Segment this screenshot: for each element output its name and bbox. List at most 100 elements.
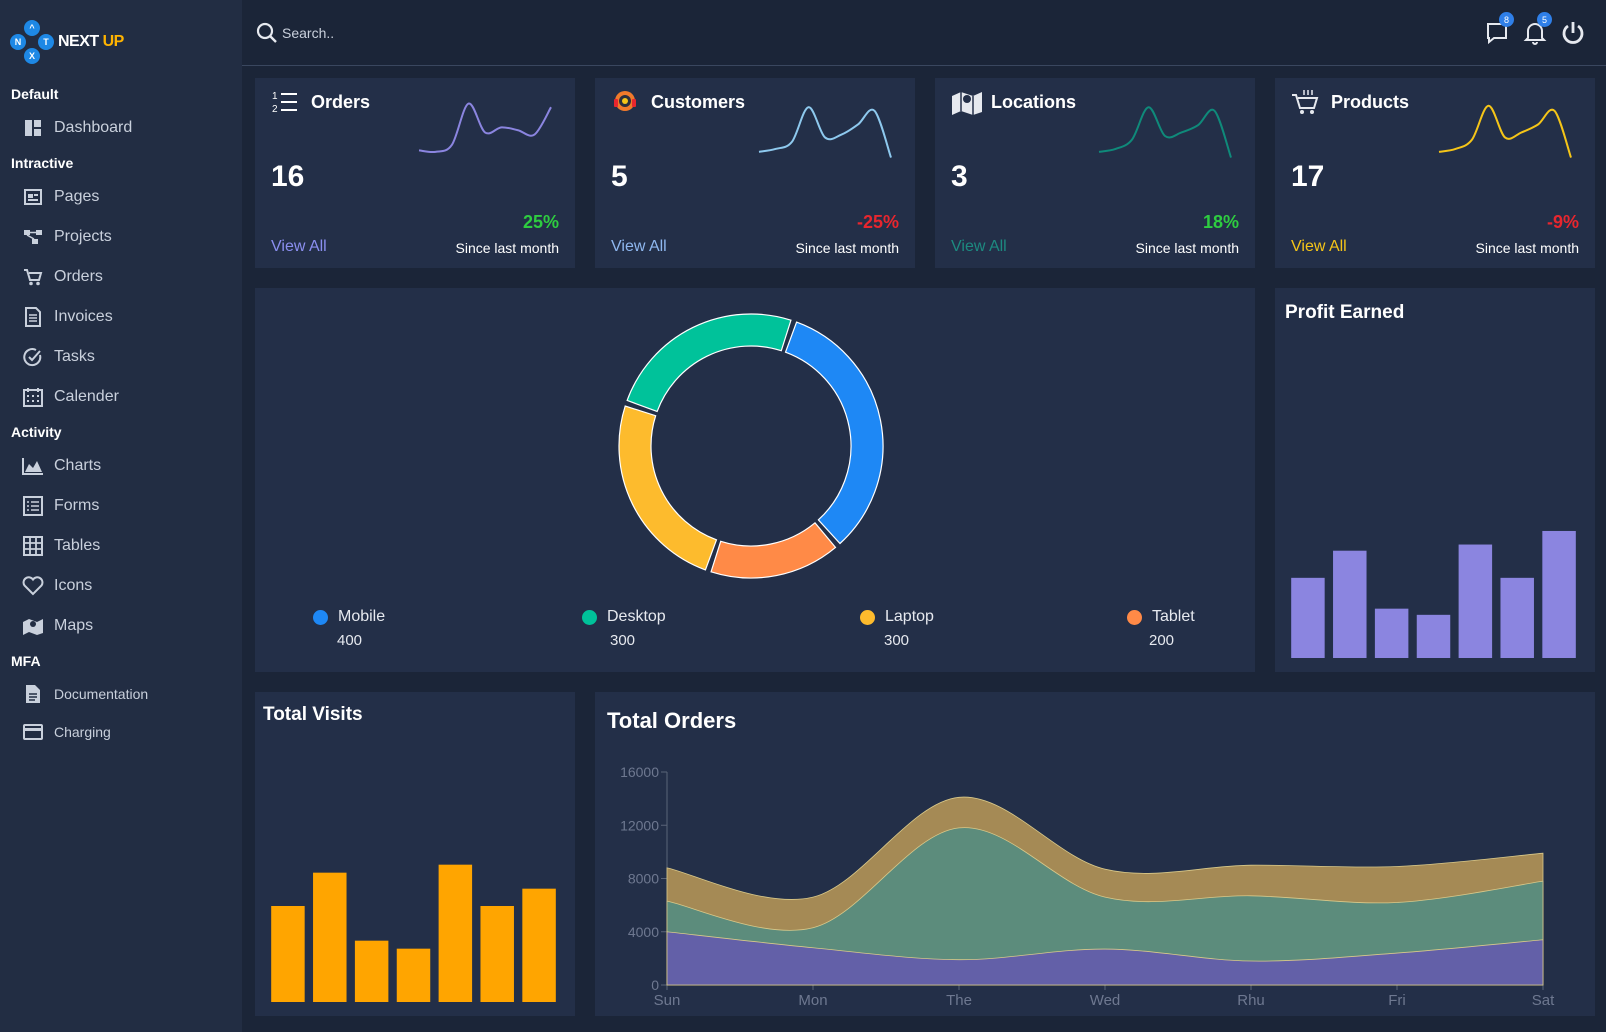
x-tick-label: Sat xyxy=(1532,992,1555,1009)
profit-earned-card: Profit Earned xyxy=(1275,288,1595,672)
legend-dot xyxy=(860,609,875,625)
support-agent-icon xyxy=(611,88,639,116)
sidebar-section-activity: Activity xyxy=(11,424,62,440)
sidebar-item-forms[interactable]: Forms xyxy=(22,493,99,519)
notifications-button[interactable]: 5 xyxy=(1520,12,1552,48)
bar[interactable] xyxy=(1416,614,1451,658)
devices-donut-card: Mobile 400 Desktop 300 Laptop 300 Tablet… xyxy=(255,288,1255,672)
stat-card-products: Products 17 -9% View All Since last mont… xyxy=(1275,78,1595,268)
svg-text:2: 2 xyxy=(272,104,278,115)
stat-card-locations: Locations 3 18% View All Since last mont… xyxy=(935,78,1255,268)
search-icon[interactable] xyxy=(256,22,278,49)
projects-icon xyxy=(22,226,44,248)
y-tick-label: 0 xyxy=(651,977,659,993)
legend-label: Desktop xyxy=(607,608,666,625)
stat-title: Locations xyxy=(991,92,1077,112)
area-series[interactable] xyxy=(666,827,1544,986)
bar[interactable] xyxy=(480,906,514,1002)
check-circle-icon xyxy=(22,346,44,368)
bar[interactable] xyxy=(354,940,389,1002)
y-tick-label: 8000 xyxy=(628,871,659,887)
legend-mobile[interactable]: Mobile 400 xyxy=(313,608,386,649)
sidebar-item-label: Dashboard xyxy=(54,119,133,136)
svg-text:1: 1 xyxy=(272,91,278,102)
sidebar-item-label: Icons xyxy=(54,577,93,594)
legend-tablet[interactable]: Tablet 200 xyxy=(1127,608,1195,649)
area-series[interactable] xyxy=(666,931,1544,986)
stat-title: Customers xyxy=(651,92,746,112)
cart-icon xyxy=(22,266,44,288)
stat-sparkline xyxy=(758,106,892,158)
sidebar-item-tasks[interactable]: Tasks xyxy=(22,344,95,370)
power-button[interactable] xyxy=(1558,18,1588,48)
x-tick-label: Fri xyxy=(1388,992,1406,1009)
view-all-link[interactable]: View All xyxy=(611,238,667,255)
sidebar-item-label: Charts xyxy=(54,457,102,474)
sidebar-item-dashboard[interactable]: Dashboard xyxy=(22,115,132,141)
legend-laptop[interactable]: Laptop 300 xyxy=(860,608,934,649)
sidebar-item-charts[interactable]: Charts xyxy=(22,453,101,479)
app-logo[interactable]: ^ N T X NEXT UP xyxy=(10,20,124,64)
legend-value: 300 xyxy=(610,632,636,649)
bar[interactable] xyxy=(396,948,431,1002)
sidebar-item-pages[interactable]: Pages xyxy=(22,184,99,210)
legend-value: 400 xyxy=(337,632,363,649)
sidebar-item-documentation[interactable]: Documentation xyxy=(22,681,148,707)
bar[interactable] xyxy=(1374,608,1409,658)
sidebar-section-default: Default xyxy=(11,86,59,102)
sidebar-item-invoices[interactable]: Invoices xyxy=(22,304,113,330)
sidebar: ^ N T X NEXT UP Default Dashboard Intrac… xyxy=(0,0,242,1032)
logo-text-accent: UP xyxy=(102,33,125,50)
sidebar-item-label: Tasks xyxy=(54,348,95,365)
logo-dot-top: ^ xyxy=(24,20,40,36)
dashboard-icon xyxy=(22,117,44,139)
donut-slice-mobile[interactable] xyxy=(784,321,884,545)
calendar-icon xyxy=(22,386,44,408)
sidebar-item-icons[interactable]: Icons xyxy=(22,573,92,599)
sidebar-item-label: Forms xyxy=(54,497,100,514)
bar[interactable] xyxy=(271,906,305,1002)
messages-badge: 8 xyxy=(1499,12,1514,27)
sidebar-item-label: Calender xyxy=(54,388,119,405)
sidebar-item-label: Charging xyxy=(54,724,111,740)
search-input[interactable] xyxy=(282,20,582,46)
sidebar-item-calender[interactable]: Calender xyxy=(22,384,119,410)
sidebar-item-label: Pages xyxy=(54,188,100,205)
view-all-link[interactable]: View All xyxy=(1291,238,1347,255)
sidebar-item-projects[interactable]: Projects xyxy=(22,224,112,250)
stat-value: 3 xyxy=(951,160,968,193)
orders-area-chart: 0 4000 8000 12000 16000 Sun Mon The Wed Rhu Fri Sat xyxy=(620,764,1555,1009)
stat-title: Orders xyxy=(311,92,371,112)
messages-button[interactable]: 8 xyxy=(1482,12,1514,48)
bar[interactable] xyxy=(1458,544,1493,658)
bar[interactable] xyxy=(1542,530,1576,658)
bar[interactable] xyxy=(1500,577,1534,658)
sidebar-item-tables[interactable]: Tables xyxy=(22,533,100,559)
bar[interactable] xyxy=(438,864,473,1002)
sidebar-item-maps[interactable]: Maps xyxy=(22,613,93,639)
x-tick-label: Sun xyxy=(654,992,681,1009)
donut-slice-desktop[interactable] xyxy=(626,313,792,413)
view-all-link[interactable]: View All xyxy=(951,238,1007,255)
legend-desktop[interactable]: Desktop 300 xyxy=(582,608,666,649)
bar[interactable] xyxy=(313,872,347,1002)
bar[interactable] xyxy=(1291,577,1325,658)
sidebar-section-intractive: Intractive xyxy=(11,155,74,171)
legend-label: Mobile xyxy=(338,608,386,625)
bar[interactable] xyxy=(1333,550,1367,658)
sidebar-item-charging[interactable]: Charging xyxy=(22,719,111,745)
sidebar-item-label: Invoices xyxy=(54,308,113,325)
stat-title: Products xyxy=(1331,92,1410,112)
profit-bar-chart xyxy=(1291,530,1576,658)
view-all-link[interactable]: View All xyxy=(271,238,327,255)
donut-slice-tablet[interactable] xyxy=(710,521,837,579)
logo-dot-bottom: X xyxy=(24,48,40,64)
sidebar-item-orders[interactable]: Orders xyxy=(22,264,103,290)
sidebar-section-mfa: MFA xyxy=(11,653,41,669)
bar[interactable] xyxy=(522,888,556,1002)
document-icon xyxy=(22,683,44,705)
donut-slice-laptop[interactable] xyxy=(618,405,718,571)
sparkline-path xyxy=(1438,104,1572,158)
